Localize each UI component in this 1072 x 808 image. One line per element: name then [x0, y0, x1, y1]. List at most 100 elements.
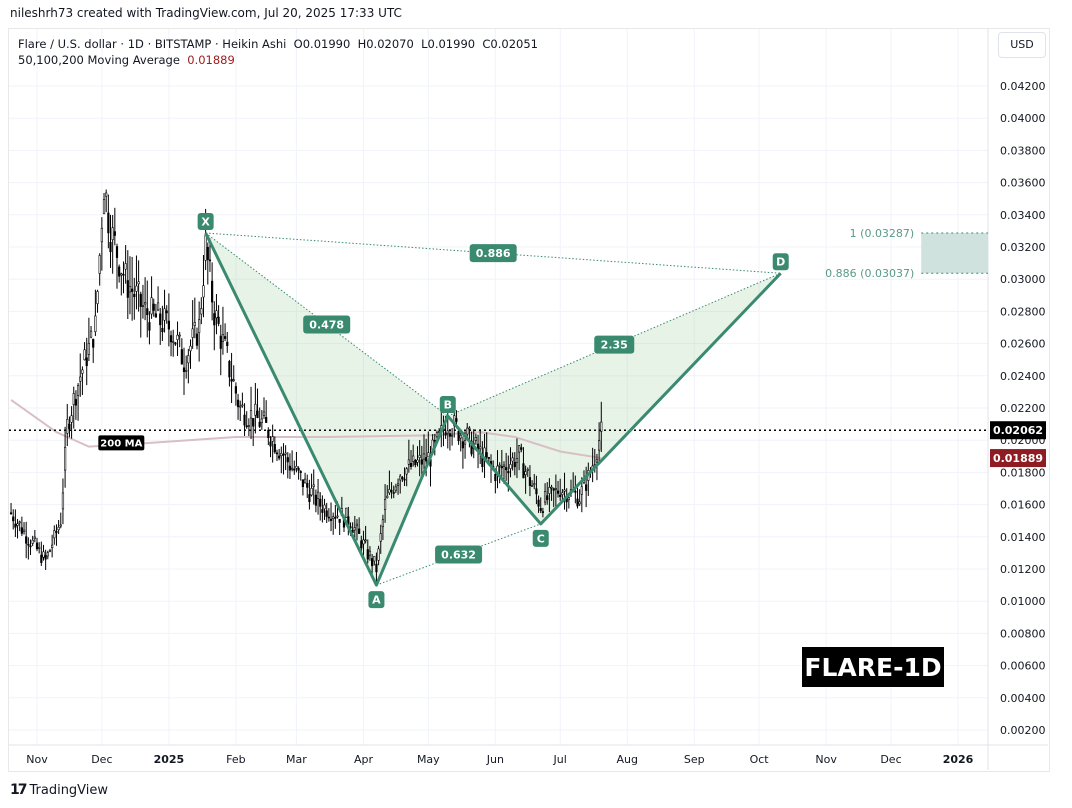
candle-body	[399, 475, 402, 481]
candle-body	[135, 285, 138, 292]
candle-body	[213, 313, 216, 326]
point-label: B	[444, 399, 452, 412]
candle-body	[418, 455, 421, 458]
candle-body	[228, 361, 231, 378]
candle-body	[485, 452, 488, 458]
candle-body	[530, 485, 534, 487]
candle-body	[96, 291, 99, 305]
candle-body	[364, 539, 367, 542]
candle-body	[72, 393, 75, 405]
candle-body	[79, 376, 82, 382]
candle-body	[316, 491, 320, 499]
y-tick-label: 0.03800	[1000, 144, 1046, 157]
candle-body	[373, 555, 376, 562]
ma-price-value: 0.01889	[993, 452, 1043, 465]
candle-body	[345, 507, 348, 518]
candle-body	[219, 335, 222, 349]
y-tick-label: 0.01200	[1000, 563, 1046, 576]
candle-body	[286, 457, 289, 463]
candle-body	[247, 425, 250, 427]
candle-body	[314, 494, 317, 506]
candle-body	[308, 494, 311, 503]
symbol-info[interactable]: Flare / U.S. dollar · 1D · BITSTAMP · He…	[18, 37, 538, 51]
candle-body	[55, 531, 58, 533]
candle-body	[511, 457, 514, 462]
candle-body	[275, 452, 279, 455]
candle-body	[299, 471, 302, 473]
candle-body	[193, 322, 196, 326]
candle-body	[191, 328, 194, 338]
point-label: D	[776, 256, 785, 269]
candle-body	[176, 334, 179, 340]
x-tick-label: Aug	[616, 753, 637, 766]
candle-body	[457, 430, 460, 442]
y-tick-label: 0.02800	[1000, 305, 1046, 318]
candle-body	[174, 342, 177, 345]
candle-body	[161, 327, 164, 333]
tradingview-logo[interactable]: 𝟭𝟳 TradingView	[10, 782, 108, 798]
candle-body	[48, 549, 52, 552]
candle-body	[202, 285, 205, 298]
candle-body	[332, 516, 335, 519]
candle-body	[94, 315, 97, 332]
candle-body	[31, 539, 34, 544]
candle-body	[70, 415, 73, 423]
ma-legend[interactable]: 50,100,200 Moving Average 0.01889	[18, 52, 538, 68]
candle-body	[448, 433, 452, 437]
candle-body	[223, 336, 227, 339]
candle-body	[526, 469, 529, 471]
ma-label: 50,100,200 Moving Average	[18, 53, 180, 67]
candle-body	[154, 313, 158, 318]
candle-body	[325, 510, 328, 517]
candle-body	[554, 488, 557, 490]
last-price-value: 0.02062	[993, 424, 1043, 437]
candle-body	[595, 459, 599, 463]
candle-body	[479, 446, 482, 450]
candle-body	[105, 192, 108, 197]
candle-body	[396, 483, 400, 486]
candle-body	[178, 334, 181, 337]
candle-body	[165, 310, 168, 314]
candle-body	[576, 498, 579, 507]
candle-body	[546, 495, 549, 501]
y-tick-label: 0.02400	[1000, 370, 1046, 383]
candle-body	[252, 418, 255, 427]
candle-body	[425, 457, 428, 462]
currency-button[interactable]: USD	[998, 32, 1046, 58]
candle-body	[22, 529, 26, 533]
ratio-badge	[469, 244, 517, 263]
ma-label-box	[98, 435, 145, 451]
ratio-line-BD	[447, 272, 781, 417]
target-bottom-label: 0.886 (0.03037)	[825, 267, 914, 280]
candle-body	[321, 509, 324, 513]
candle-body	[61, 492, 65, 510]
candle-body	[323, 504, 326, 510]
candle-body	[115, 246, 119, 258]
candle-body	[420, 459, 423, 465]
candle-body	[291, 467, 294, 470]
candle-body	[446, 430, 449, 434]
candle-body	[122, 273, 125, 276]
candle-body	[535, 488, 538, 495]
candle-body	[182, 367, 186, 373]
candle-body	[226, 341, 229, 346]
watermark-box	[802, 647, 944, 687]
candle-body	[377, 548, 380, 561]
candle-body	[561, 492, 564, 495]
ma-label: 200 MA	[100, 438, 142, 449]
candle-body	[200, 308, 203, 315]
candle-body	[528, 477, 532, 486]
candle-body	[548, 487, 551, 494]
candle-body	[29, 545, 32, 548]
candle-body	[109, 242, 112, 253]
x-tick-label: Jun	[486, 753, 504, 766]
x-tick-label: Feb	[226, 753, 245, 766]
candle-body	[57, 526, 60, 531]
candle-body	[580, 486, 583, 495]
candle-body	[509, 464, 512, 469]
legend: Flare / U.S. dollar · 1D · BITSTAMP · He…	[18, 36, 538, 68]
candle-body	[206, 247, 209, 260]
candle-body	[278, 455, 281, 459]
candle-body	[40, 554, 43, 563]
